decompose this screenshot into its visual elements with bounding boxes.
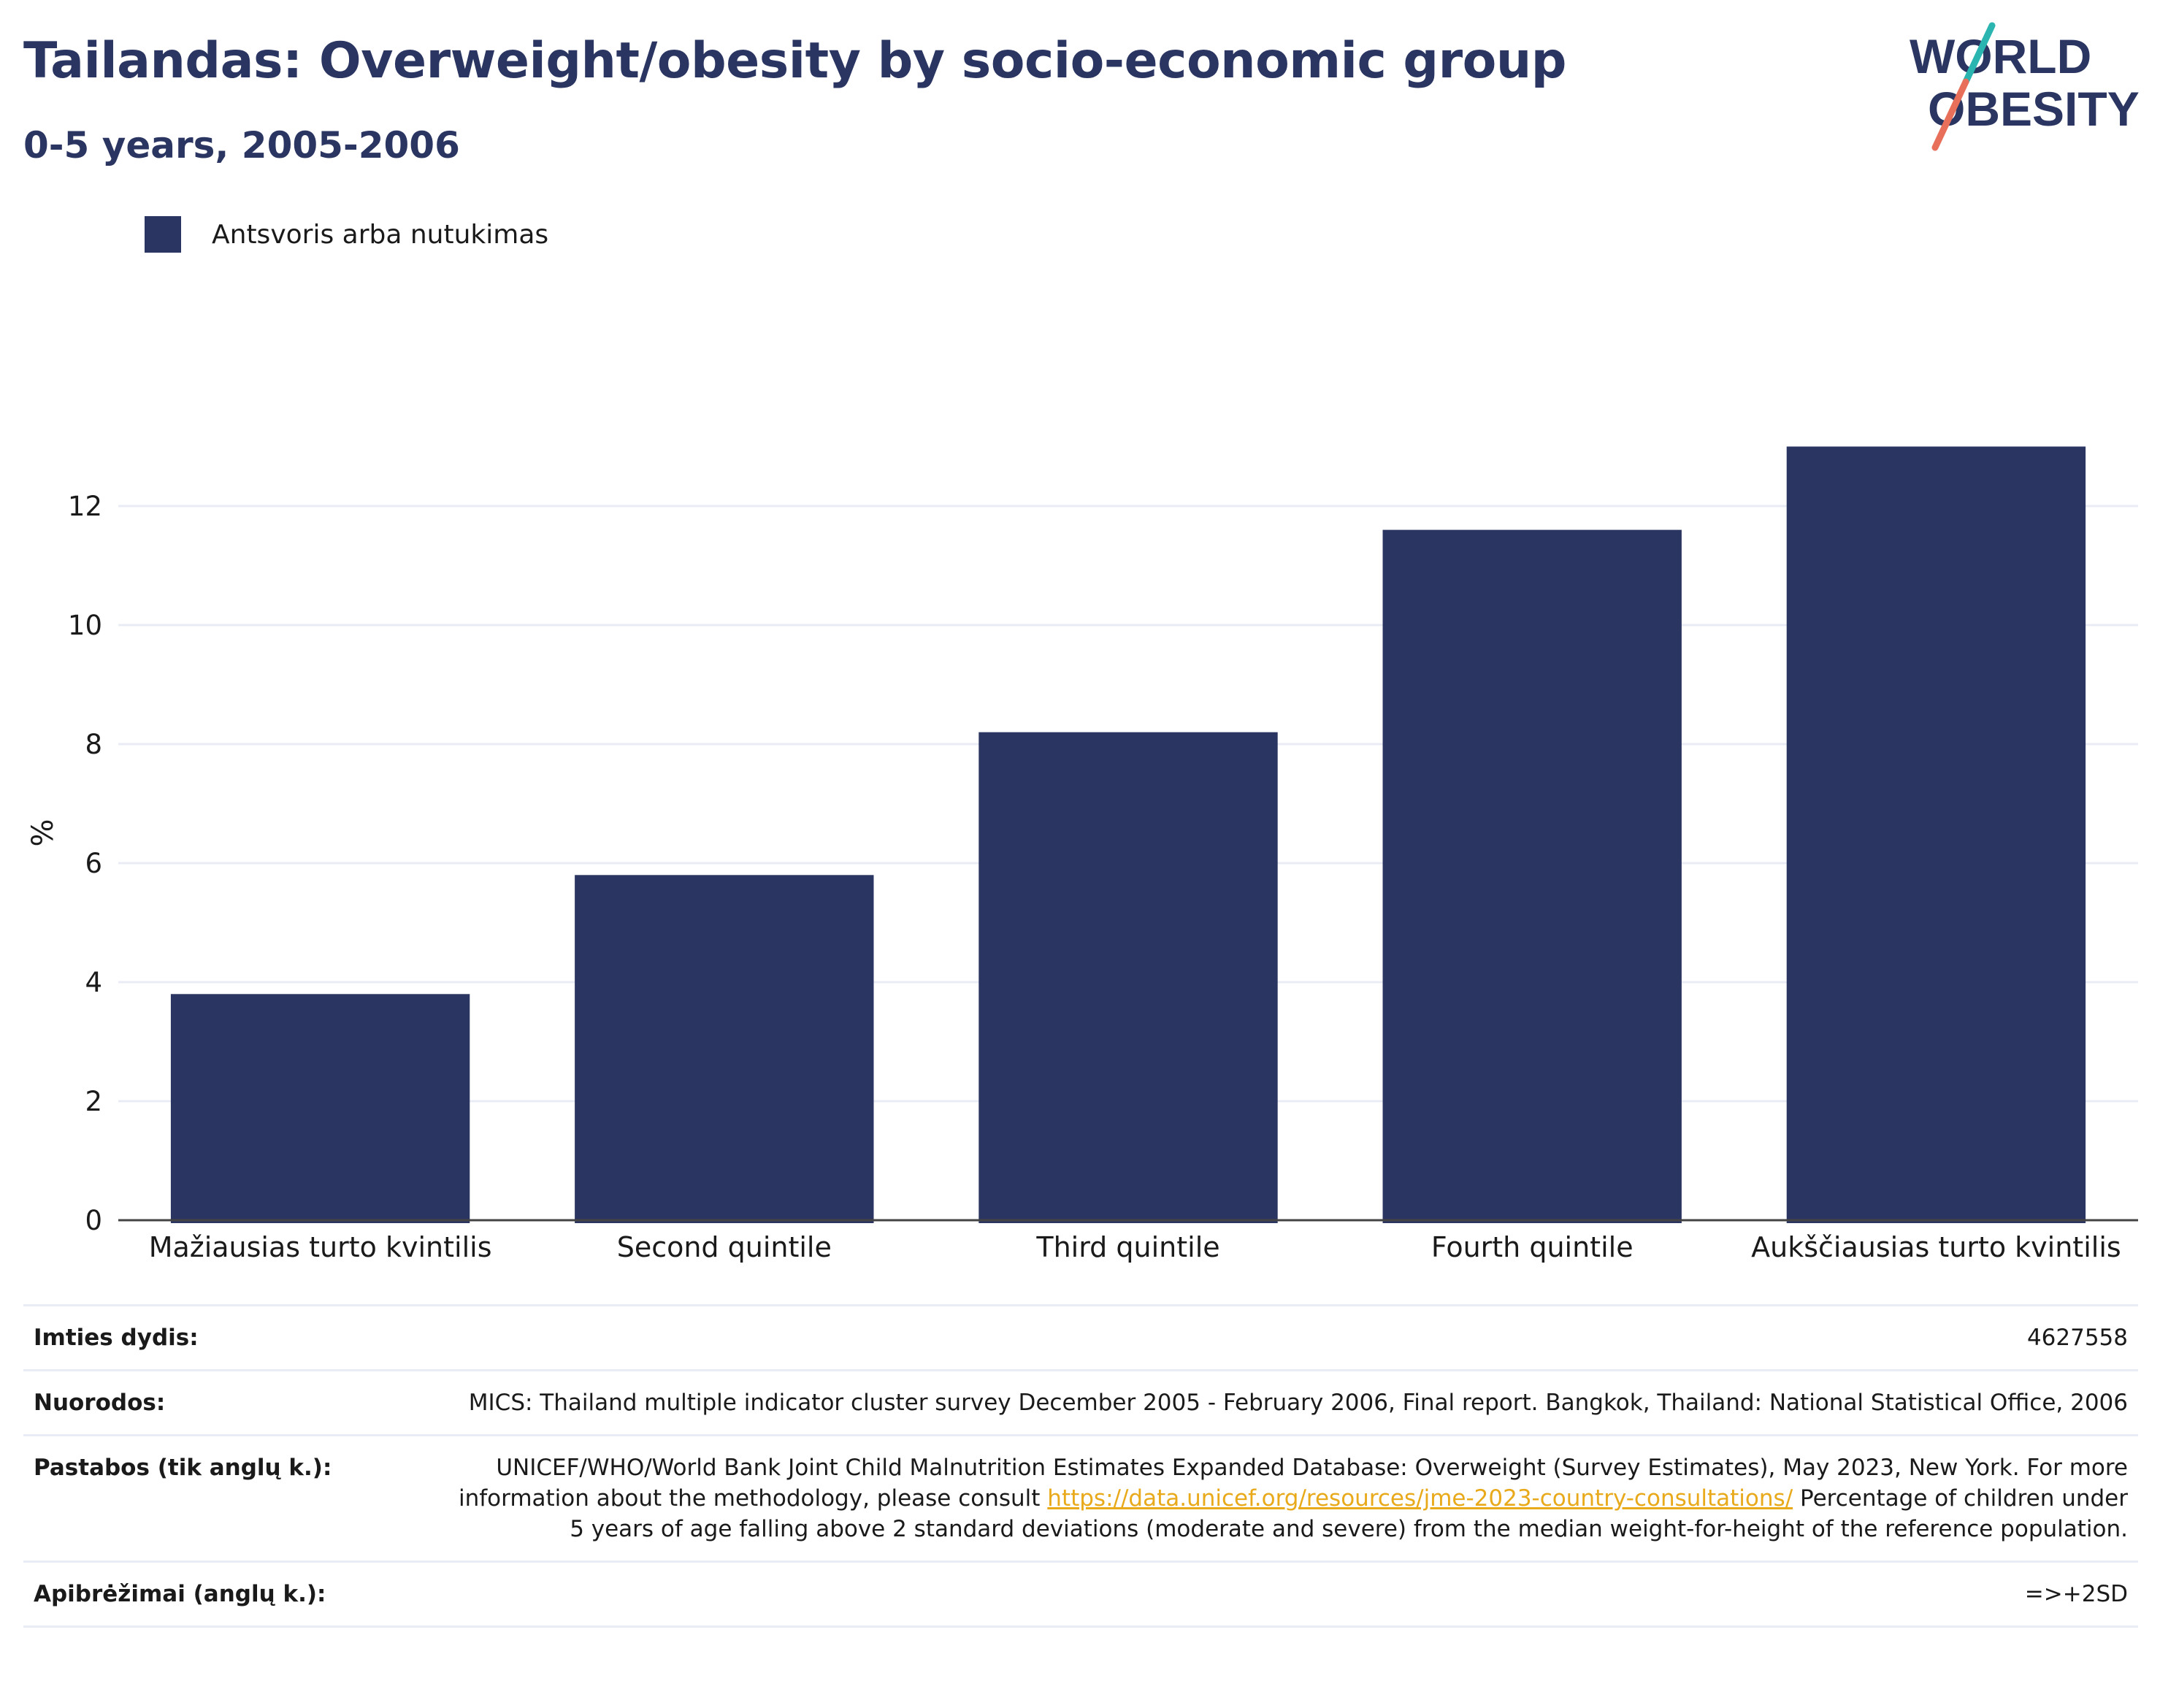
logo-slash-top [1962,22,1996,85]
logo-slash-bottom [1931,78,1969,151]
y-tick-label: 12 [68,491,102,522]
sample-size-label: Imties dydis: [34,1325,199,1351]
sample-size-value: 4627558 [2026,1325,2128,1351]
info-table: Imties dydis: 4627558 Nuorodos: MICS: Th… [23,1304,2138,1628]
definitions-label: Apibrėžimai (anglų k.): [34,1581,326,1607]
y-tick-label: 4 [85,967,102,998]
x-tick-label: Third quintile [1035,1231,1219,1263]
x-tick-label: Second quintile [617,1231,832,1263]
bar [978,732,1278,1223]
y-tick-label: 6 [85,848,102,879]
y-axis-label: % [26,819,60,846]
notes-text-1: UNICEF/WHO/World Bank Joint Child Malnut… [458,1455,2128,1512]
info-row-sample: Imties dydis: 4627558 [23,1304,2138,1369]
x-tick-label: Aukščiausias turto kvintilis [1751,1231,2121,1263]
references-value: MICS: Thailand multiple indicator cluste… [468,1390,2128,1416]
info-row-references: Nuorodos: MICS: Thailand multiple indica… [23,1369,2138,1434]
notes-text-2: Percentage of children under 5 years of … [570,1485,2128,1542]
bar [170,994,470,1223]
info-row-definitions: Apibrėžimai (anglų k.): =>+2SD [23,1560,2138,1628]
references-label: Nuorodos: [34,1390,166,1416]
chart-title: Tailandas: Overweight/obesity by socio-e… [23,32,1566,90]
chart-subtitle: 0-5 years, 2005-2006 [23,124,460,166]
notes-value: UNICEF/WHO/World Bank Joint Child Malnut… [443,1452,2128,1544]
x-tick-label: Mažiausias turto kvintilis [149,1231,492,1263]
y-tick-label: 10 [68,610,102,641]
bar-chart: 0 2 4 6 8 10 12 Mažiausias turto kvintilis Secon… [26,446,2138,1263]
x-tick-label: Fourth quintile [1431,1231,1634,1263]
definitions-value: =>+2SD [2024,1581,2128,1607]
chart-legend: Antsvoris arba nutukimas [145,216,548,253]
y-tick-label: 2 [85,1086,102,1117]
bar [1786,446,2086,1223]
methodology-link[interactable]: https://data.unicef.org/resources/jme-20… [1047,1485,1793,1512]
y-tick-label: 0 [85,1205,102,1236]
logo-line1: WORLD [1910,29,2091,83]
bar [1382,529,1682,1223]
world-obesity-logo: WORLD OBESITY [1910,22,2140,151]
bar [575,875,874,1223]
info-row-notes: Pastabos (tik anglų k.): UNICEF/WHO/Worl… [23,1434,2138,1560]
legend-label: Antsvoris arba nutukimas [212,219,549,250]
legend-swatch [145,216,181,253]
y-tick-label: 8 [85,729,102,760]
notes-label: Pastabos (tik anglų k.): [34,1455,332,1481]
